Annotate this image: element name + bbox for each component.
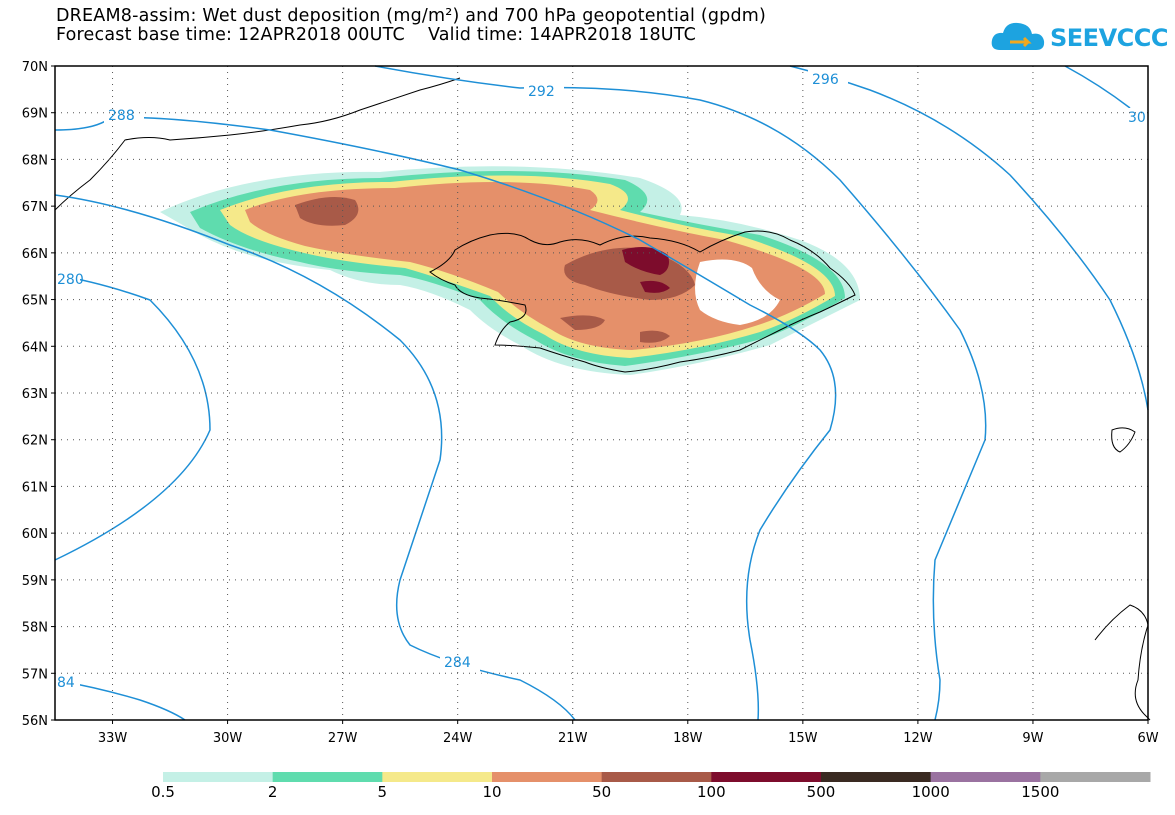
color-legend xyxy=(163,772,1151,782)
contour-label: 292 xyxy=(528,84,555,100)
legend-swatch xyxy=(382,772,493,782)
legend-label: 2 xyxy=(267,783,278,801)
iceland-coast xyxy=(429,230,856,373)
legend-label: 100 xyxy=(697,783,726,801)
lat-label: 67N xyxy=(22,200,48,215)
contour-label: 296 xyxy=(812,72,839,88)
contour-label: 284 xyxy=(444,655,471,671)
legend-swatch xyxy=(492,772,603,782)
lat-label: 57N xyxy=(22,667,48,682)
lat-label: 59N xyxy=(22,574,48,589)
contour-292 xyxy=(374,65,987,721)
legend-label: 0.5 xyxy=(151,783,175,801)
scotland-coast xyxy=(1094,604,1151,721)
lon-label: 30W xyxy=(213,731,243,746)
contour-300 xyxy=(1064,65,1131,109)
contour-288 xyxy=(54,116,837,721)
legend-label: 500 xyxy=(806,783,836,801)
legend-label: 5 xyxy=(377,783,388,801)
logo-text: SEEVCCC xyxy=(1050,24,1169,52)
lat-label: 66N xyxy=(22,247,48,262)
lon-label: 33W xyxy=(98,731,128,746)
seevccc-logo: SEEVCCC xyxy=(990,18,1169,58)
dust-level-100 xyxy=(622,246,669,275)
lon-label: 24W xyxy=(443,731,473,746)
lat-label: 65N xyxy=(22,294,48,309)
lat-label: 61N xyxy=(22,480,48,495)
map-grid xyxy=(55,66,1148,720)
map-title: DREAM8-assim: Wet dust deposition (mg/m²… xyxy=(56,6,767,26)
lat-label: 68N xyxy=(22,153,48,168)
contour-label: 280 xyxy=(57,272,84,288)
legend-label: 1500 xyxy=(1021,783,1060,801)
lat-label: 70N xyxy=(22,60,48,75)
lon-label: 18W xyxy=(673,731,703,746)
dust-deposition-field xyxy=(160,166,860,375)
contour-280 xyxy=(54,274,211,561)
lat-label: 69N xyxy=(22,107,48,122)
dust-level-10 xyxy=(245,181,825,350)
legend-label: 50 xyxy=(592,783,612,801)
legend-swatch xyxy=(711,772,822,782)
greenland-coast xyxy=(54,77,461,211)
legend-swatch xyxy=(1040,772,1151,782)
lon-label: 6W xyxy=(1137,731,1158,746)
legend-swatch xyxy=(272,772,383,782)
lat-label: 56N xyxy=(22,714,48,729)
longitude-axis: 33W 30W 27W 24W 21W 18W 15W 12W 9W 6W xyxy=(98,720,1159,746)
contour-label: 30 xyxy=(1128,110,1146,126)
lon-label: 21W xyxy=(558,731,588,746)
cloud-icon xyxy=(991,22,1045,50)
latitude-axis: 70N 69N 68N 67N 66N 65N 64N 63N 62N 61N 60N 59N 58N 5… xyxy=(22,60,55,729)
coastlines xyxy=(54,77,1151,721)
lat-label: 64N xyxy=(22,340,48,355)
map-subtitle: Forecast base time: 12APR2018 00UTC Vali… xyxy=(56,25,697,45)
lon-label: 15W xyxy=(788,731,818,746)
legend-swatch xyxy=(821,772,932,782)
contour-296 xyxy=(789,65,1149,411)
legend-swatch xyxy=(930,772,1041,782)
lon-label: 12W xyxy=(903,731,933,746)
lon-label: 9W xyxy=(1022,731,1043,746)
lat-label: 63N xyxy=(22,387,48,402)
legend-label: 1000 xyxy=(911,783,950,801)
lat-label: 60N xyxy=(22,527,48,542)
contour-label: 288 xyxy=(108,108,135,124)
faroe-coast xyxy=(1111,427,1136,453)
contour-label: 84 xyxy=(57,675,75,691)
legend-swatch xyxy=(163,772,274,782)
lon-label: 27W xyxy=(328,731,358,746)
legend-label: 10 xyxy=(482,783,502,801)
lat-label: 62N xyxy=(22,434,48,449)
legend-swatch xyxy=(601,772,712,782)
lat-label: 58N xyxy=(22,621,48,636)
